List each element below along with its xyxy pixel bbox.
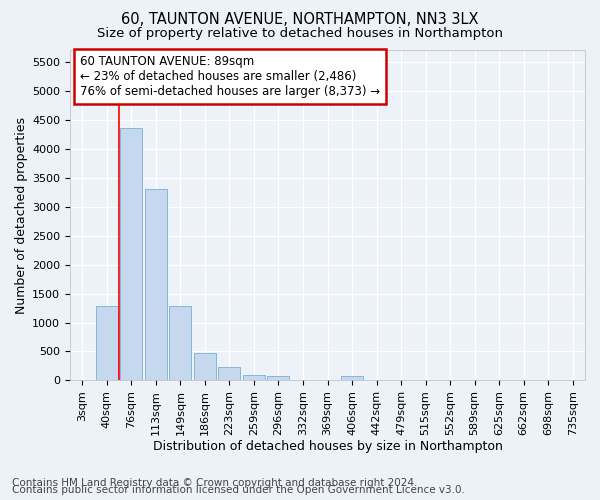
X-axis label: Distribution of detached houses by size in Northampton: Distribution of detached houses by size … [152, 440, 502, 452]
Bar [169, 306, 191, 380]
Bar [341, 376, 363, 380]
Bar [145, 189, 167, 380]
Text: Size of property relative to detached houses in Northampton: Size of property relative to detached ho… [97, 28, 503, 40]
Bar [243, 374, 265, 380]
Text: Contains HM Land Registry data © Crown copyright and database right 2024.: Contains HM Land Registry data © Crown c… [12, 478, 418, 488]
Y-axis label: Number of detached properties: Number of detached properties [15, 116, 28, 314]
Text: 60 TAUNTON AVENUE: 89sqm
← 23% of detached houses are smaller (2,486)
76% of sem: 60 TAUNTON AVENUE: 89sqm ← 23% of detach… [80, 55, 380, 98]
Bar [218, 366, 241, 380]
Bar [194, 352, 216, 380]
Text: 60, TAUNTON AVENUE, NORTHAMPTON, NN3 3LX: 60, TAUNTON AVENUE, NORTHAMPTON, NN3 3LX [121, 12, 479, 28]
Bar [96, 306, 118, 380]
Text: Contains public sector information licensed under the Open Government Licence v3: Contains public sector information licen… [12, 485, 465, 495]
Bar [268, 376, 289, 380]
Bar [120, 128, 142, 380]
